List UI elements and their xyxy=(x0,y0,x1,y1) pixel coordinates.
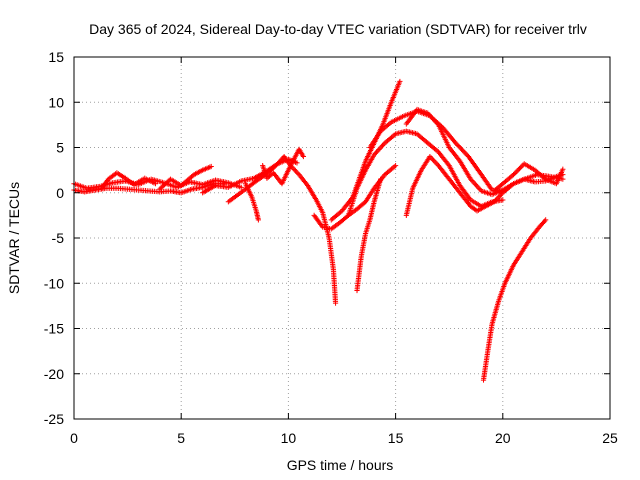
series-sat-l xyxy=(354,176,384,294)
data-point xyxy=(543,217,549,223)
series-sat-h xyxy=(260,146,307,187)
data-point xyxy=(560,166,566,172)
x-tick-label: 0 xyxy=(70,430,78,446)
data-point xyxy=(255,217,261,223)
y-axis-title: SDTVAR / TECUs xyxy=(6,182,22,294)
series-sat-q xyxy=(480,217,549,383)
x-tick-label: 5 xyxy=(177,430,185,446)
y-tick-label: -10 xyxy=(44,275,64,291)
data-point xyxy=(516,166,523,172)
data-point xyxy=(513,169,519,175)
data-point xyxy=(294,160,300,166)
y-tick-label: -25 xyxy=(44,411,64,427)
data-point xyxy=(344,213,350,220)
data-point xyxy=(500,197,506,203)
x-axis-title: GPS time / hours xyxy=(287,457,394,473)
y-tick-label: 10 xyxy=(48,94,64,110)
chart-title: Day 365 of 2024, Sidereal Day-to-day VTE… xyxy=(89,21,587,37)
x-tick-label: 15 xyxy=(388,430,404,446)
data-point xyxy=(518,164,524,171)
data-point xyxy=(238,184,244,190)
data-point xyxy=(152,181,159,187)
data-point xyxy=(273,162,280,168)
y-tick-label: 5 xyxy=(56,140,64,156)
data-layer xyxy=(71,78,566,383)
data-point xyxy=(221,181,227,187)
series-sat-k xyxy=(345,128,506,218)
y-tick-label: 0 xyxy=(56,185,64,201)
y-tick-label: 15 xyxy=(48,49,64,65)
data-point xyxy=(515,167,521,173)
x-tick-label: 25 xyxy=(602,430,618,446)
series-sat-d xyxy=(157,163,214,192)
grid xyxy=(74,57,610,419)
series-sat-c xyxy=(99,170,159,191)
data-point xyxy=(519,163,525,169)
data-point xyxy=(377,176,384,182)
series-sat-b xyxy=(71,181,227,196)
series-sat-p xyxy=(491,161,566,194)
data-point xyxy=(332,300,339,306)
data-point xyxy=(514,168,520,174)
series-sat-g xyxy=(242,181,261,223)
data-point xyxy=(542,218,548,224)
data-point xyxy=(208,163,214,170)
y-tick-label: -20 xyxy=(44,366,64,382)
data-point xyxy=(393,163,399,169)
ticks: 0 5 10 15 20 25 -25 -20 -15 -10 -5 0 5 10 15 xyxy=(44,49,618,446)
x-tick-label: 20 xyxy=(495,430,511,446)
data-point xyxy=(300,153,307,160)
y-tick-label: -15 xyxy=(44,321,64,337)
data-point xyxy=(397,78,403,85)
data-point xyxy=(510,172,517,178)
data-point xyxy=(512,170,518,177)
x-tick-label: 10 xyxy=(281,430,297,446)
y-tick-label: -5 xyxy=(52,230,65,246)
